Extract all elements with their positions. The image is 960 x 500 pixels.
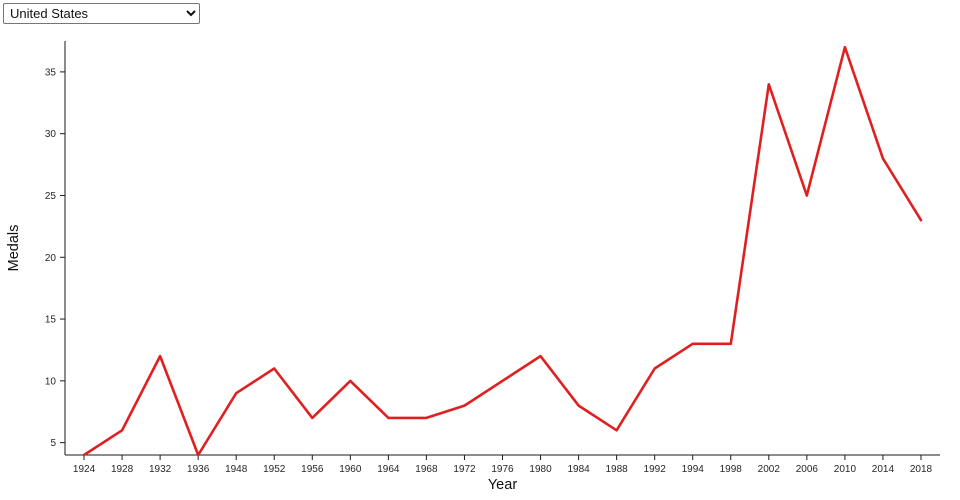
x-tick-label: 1994: [682, 464, 705, 475]
x-tick-label: 1964: [377, 464, 400, 475]
x-tick-label: 1980: [529, 464, 552, 475]
x-tick-label: 1992: [644, 464, 667, 475]
x-tick-label: 2010: [834, 464, 857, 475]
x-tick-label: 1924: [73, 464, 96, 475]
x-tick-label: 1932: [149, 464, 172, 475]
x-tick-label: 2018: [910, 464, 933, 475]
y-tick-label: 10: [45, 376, 57, 387]
y-axis-title: Medals: [6, 225, 22, 272]
x-tick-label: 2014: [872, 464, 895, 475]
y-tick-label: 25: [45, 191, 57, 202]
y-tick-label: 30: [45, 129, 57, 140]
x-tick-label: 1976: [491, 464, 514, 475]
x-tick-label: 1928: [111, 464, 134, 475]
x-tick-label: 1972: [453, 464, 476, 475]
y-tick-label: 20: [45, 253, 57, 264]
x-tick-label: 1936: [187, 464, 210, 475]
chart-container: 5 10 15 20 25 30 35 1924 1928 1932 1936 1948 1952 195…: [0, 27, 960, 497]
x-axis-title: Year: [488, 477, 517, 493]
x-tick-label: 1956: [301, 464, 324, 475]
x-tick-label: 1988: [606, 464, 629, 475]
toolbar: United States: [0, 0, 960, 27]
y-tick-label: 15: [45, 315, 57, 326]
y-tick-label: 35: [45, 67, 57, 78]
x-tick-label: 2002: [758, 464, 781, 475]
x-tick-label: 2006: [796, 464, 819, 475]
x-tick-label: 1952: [263, 464, 286, 475]
x-tick-label: 1984: [567, 464, 590, 475]
x-tick-label: 1948: [225, 464, 248, 475]
x-tick-label: 1968: [415, 464, 438, 475]
x-tick-label: 1960: [339, 464, 362, 475]
country-select[interactable]: United States: [3, 3, 200, 24]
medals-line-chart: 5 10 15 20 25 30 35 1924 1928 1932 1936 1948 1952 195…: [6, 41, 940, 493]
y-tick-label: 5: [50, 438, 56, 449]
medals-series-line: [82, 45, 923, 457]
x-tick-label: 1998: [720, 464, 743, 475]
